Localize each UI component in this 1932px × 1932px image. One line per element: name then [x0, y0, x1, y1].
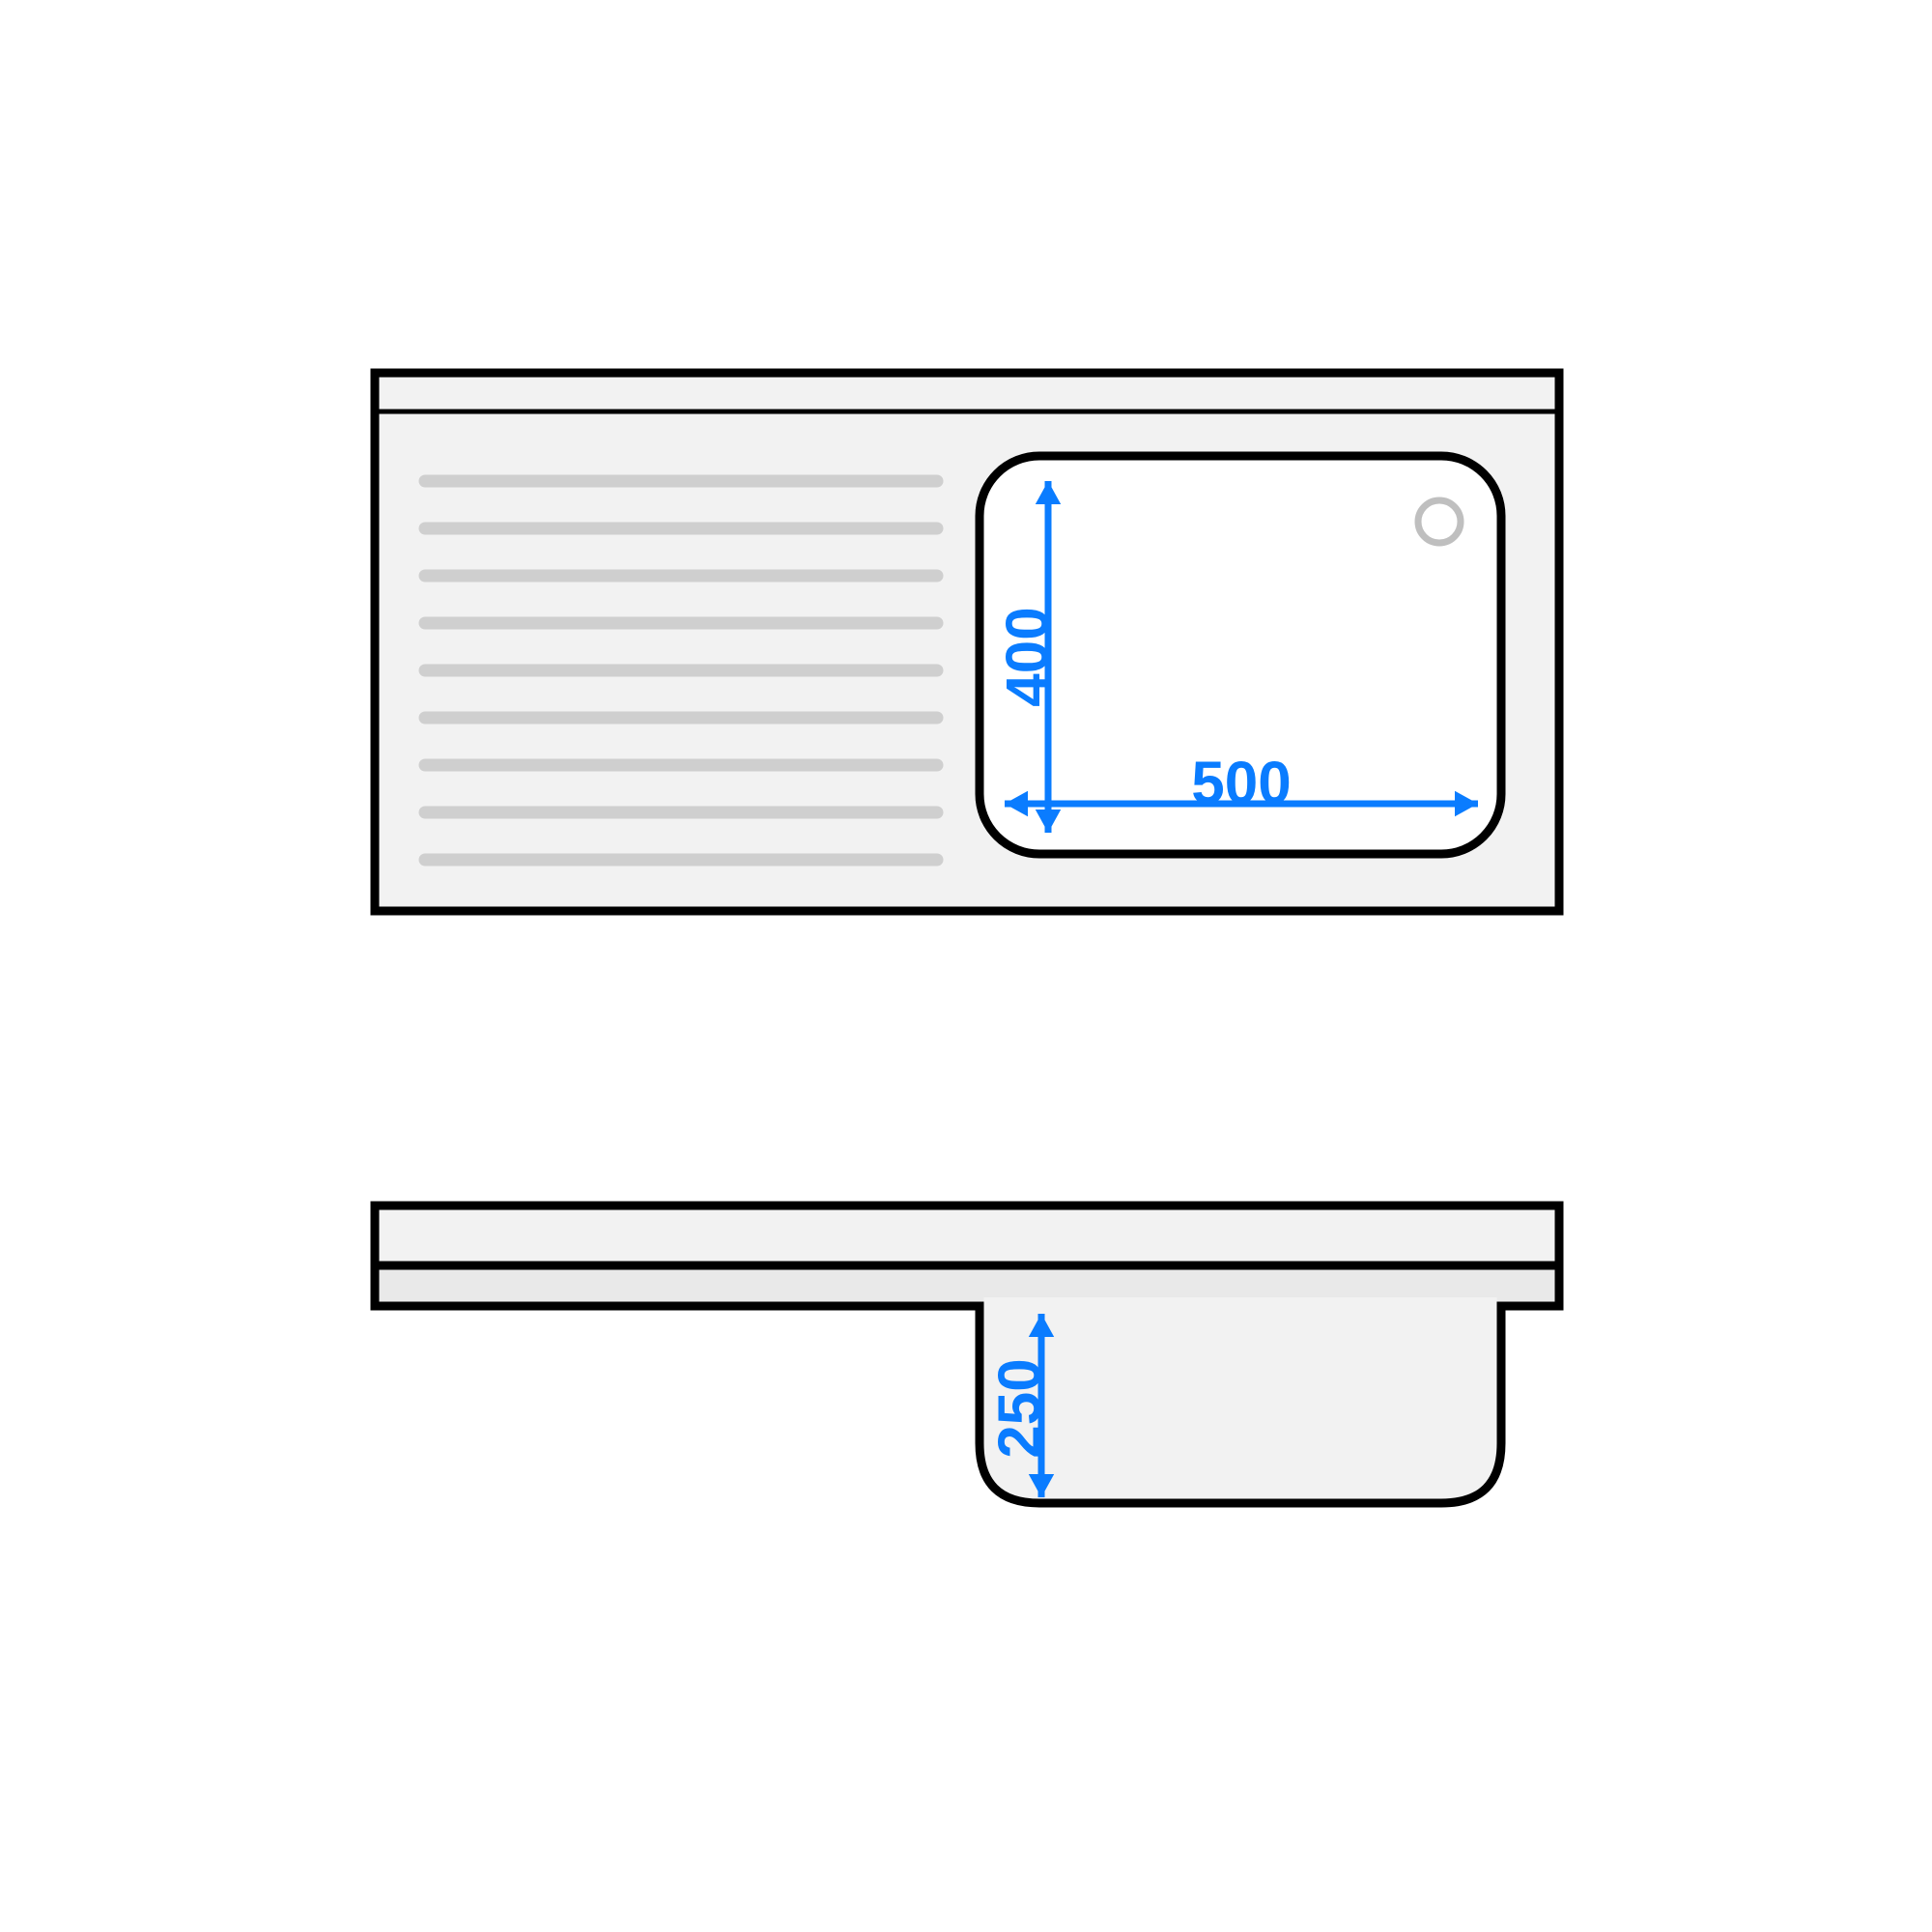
- sink-technical-diagram: 500 400 250: [0, 0, 1932, 1932]
- dimension-label: 500: [1191, 750, 1291, 816]
- dimension-label: 400: [994, 607, 1061, 706]
- dimension-label: 250: [986, 1358, 1053, 1458]
- sink-basin-side: [980, 1306, 1501, 1503]
- basin-join-mask: [984, 1297, 1497, 1311]
- countertop-edge-upper: [375, 1206, 1559, 1265]
